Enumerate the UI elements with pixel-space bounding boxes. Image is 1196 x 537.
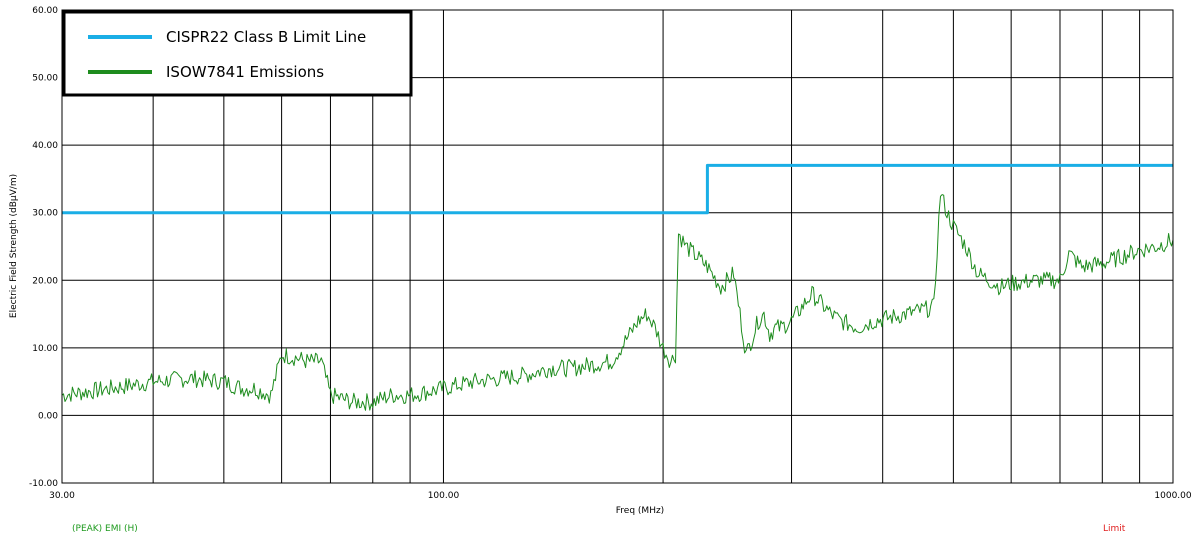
series-emissions-line xyxy=(62,195,1173,411)
y-tick-label: 60.00 xyxy=(32,6,58,16)
legend: CISPR22 Class B Limit Line ISOW7841 Emis… xyxy=(64,12,411,95)
series-limit-line xyxy=(62,165,1173,212)
legend-label-limit: CISPR22 Class B Limit Line xyxy=(166,28,366,46)
legend-box xyxy=(64,12,411,95)
y-axis-title: Electric Field Strength (dBµV/m) xyxy=(9,174,19,318)
x-tick-labels: 30.00 100.00 1000.00 xyxy=(49,491,1192,501)
y-tick-labels: -10.00 0.00 10.00 20.00 30.00 40.00 50.00 60.00 xyxy=(29,6,58,489)
series-lines xyxy=(62,165,1173,410)
footer-limit-label: Limit xyxy=(1103,524,1126,534)
footer-peak-emi-label: (PEAK) EMI (H) xyxy=(72,524,138,534)
x-tick-label: 1000.00 xyxy=(1154,491,1191,501)
y-tick-label: -10.00 xyxy=(29,479,58,489)
y-tick-label: 40.00 xyxy=(32,141,58,151)
y-tick-label: 10.00 xyxy=(32,344,58,354)
x-axis-title: Freq (MHz) xyxy=(616,506,664,516)
x-tick-label: 30.00 xyxy=(49,491,75,501)
legend-label-emissions: ISOW7841 Emissions xyxy=(166,63,324,81)
y-tick-label: 20.00 xyxy=(32,276,58,286)
y-tick-label: 30.00 xyxy=(32,209,58,219)
y-tick-label: 50.00 xyxy=(32,74,58,84)
x-tick-label: 100.00 xyxy=(428,491,460,501)
y-tick-label: 0.00 xyxy=(38,411,58,421)
